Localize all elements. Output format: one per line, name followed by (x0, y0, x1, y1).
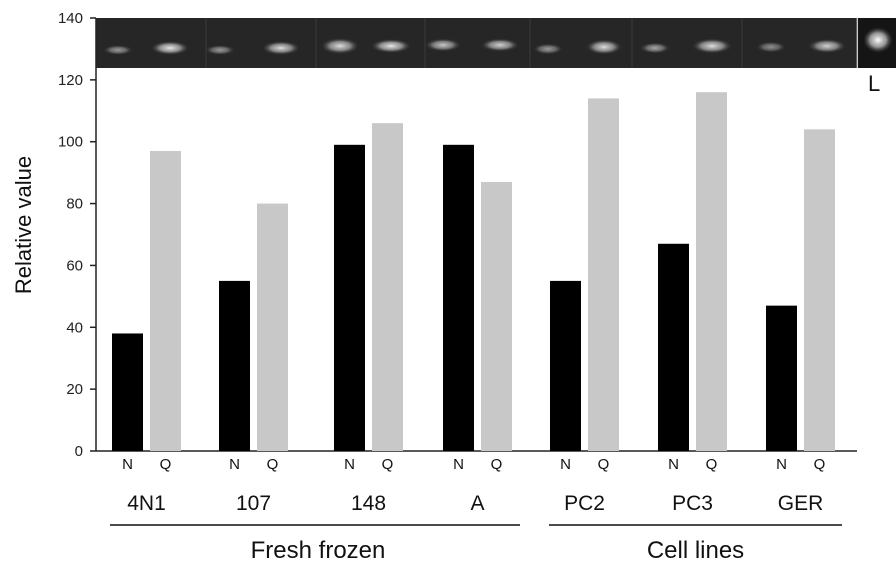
bar-n-a (443, 144, 474, 452)
y-tick-label: 120 (58, 72, 83, 89)
bar-n-pc2 (550, 280, 581, 451)
gel-band (425, 38, 461, 52)
bar-label-q: Q (160, 456, 172, 473)
category-label-pc2: PC2 (564, 492, 605, 515)
gel-band (756, 41, 786, 53)
y-tick-label: 60 (66, 257, 83, 274)
category-label-a: A (470, 492, 484, 515)
bar-label-q: Q (598, 456, 610, 473)
bar-n-107 (219, 280, 250, 451)
gel-band (863, 27, 893, 53)
bar-q-a (481, 181, 512, 451)
bar-label-n: N (453, 456, 464, 473)
gel-band (533, 43, 563, 55)
bar-q-pc2 (588, 98, 619, 452)
category-label-pc3: PC3 (672, 492, 713, 515)
bar-q-ger (804, 129, 835, 452)
gel-band (640, 42, 670, 54)
gel-image-inset (96, 18, 896, 68)
category-label-ger: GER (778, 492, 824, 515)
gel-band (481, 38, 519, 52)
bar-n-pc3 (658, 243, 689, 451)
bar-label-n: N (560, 456, 571, 473)
bar-label-q: Q (706, 456, 718, 473)
y-tick-label: 0 (75, 443, 83, 460)
y-tick-label: 40 (66, 319, 83, 336)
bar-label-n: N (122, 456, 133, 473)
group-label: Cell lines (647, 537, 744, 564)
bar-label-q: Q (267, 456, 279, 473)
gel-background (96, 18, 857, 68)
gel-band (692, 38, 732, 54)
bar-n-ger (766, 305, 797, 451)
bar-q-107 (257, 203, 288, 451)
bar-label-n: N (229, 456, 240, 473)
gel-band (103, 45, 133, 55)
bar-label-q: Q (382, 456, 394, 473)
gel-band (321, 38, 359, 54)
gel-band (151, 41, 189, 55)
bar-label-q: Q (814, 456, 826, 473)
bar-n-4n1 (112, 333, 143, 451)
group-label: Fresh frozen (251, 537, 386, 564)
category-label-148: 148 (351, 492, 386, 515)
y-axis-label: Relative value (11, 156, 36, 294)
gel-band (808, 39, 846, 53)
bar-label-n: N (776, 456, 787, 473)
bar-n-148 (334, 144, 365, 452)
category-labels: N Q 4N1 N Q 107 N Q 148 N Q A N Q PC2 N Q PC3 N Q GER Fresh f… (110, 456, 842, 564)
bar-q-148 (372, 123, 403, 452)
y-tick-label: 100 (58, 134, 83, 151)
bar-label-n: N (668, 456, 679, 473)
category-label-4n1: 4N1 (127, 492, 166, 515)
bar-q-pc3 (696, 92, 727, 451)
bar-q-4n1 (150, 150, 181, 451)
bars (112, 92, 835, 452)
y-axis: 0 20 40 60 80 100 120 140 (58, 10, 97, 460)
gel-band (371, 39, 411, 53)
bar-label-n: N (344, 456, 355, 473)
gel-band (586, 39, 622, 55)
category-label-107: 107 (236, 492, 271, 515)
y-tick-label: 20 (66, 381, 83, 398)
bar-label-q: Q (491, 456, 503, 473)
gel-lane-label: L (868, 71, 880, 96)
gel-band (205, 45, 235, 55)
y-tick-label: 140 (58, 10, 83, 27)
y-tick-label: 80 (66, 196, 83, 213)
gel-band (262, 41, 300, 55)
